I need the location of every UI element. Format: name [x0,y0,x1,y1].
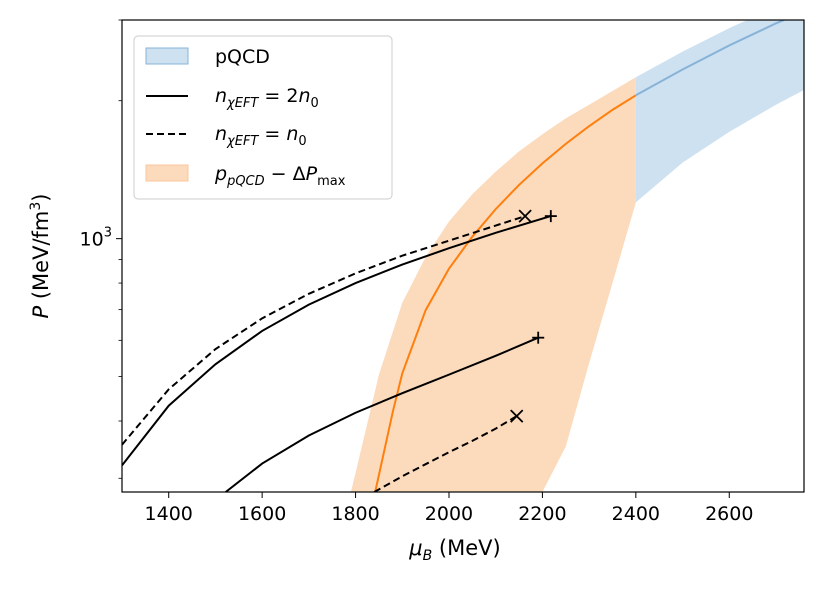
n2-curve-2 [225,336,539,492]
markers-layer [510,209,557,423]
plot-frame [121,19,805,493]
y-tick-label: 103 [80,226,112,251]
y-axis: 103 [80,19,122,479]
n0-curve-1 [122,215,526,446]
delta-p-band [350,77,636,492]
pqcd-band [635,20,804,203]
pqcd-center-line [635,20,787,97]
y-axis-title: P (MeV/fm3) [28,194,53,319]
x-tick-label: 2000 [425,503,473,525]
bands-layer [350,20,804,492]
x-axis-title: μB (MeV) [408,536,500,564]
legend-label-dp: ppQCD − ΔPmax [214,163,346,189]
x-tick-label: 2600 [705,503,753,525]
x-axis: 1400 1600 1800 2000 2200 2400 2600 [145,492,753,525]
legend-swatch-dp [145,164,189,182]
plus-marker-1 [544,210,557,223]
n2-curve-1 [122,215,552,467]
legend-label-n1: nχEFT = n0 [215,123,307,149]
cross-marker-2 [518,209,532,223]
legend-box [133,35,393,200]
cross-marker-4 [510,409,524,423]
plus-marker-3 [532,331,545,344]
x-tick-label: 1600 [238,503,286,525]
lines-layer [122,215,552,492]
legend-label-n2: nχEFT = 2n0 [215,85,319,111]
x-tick-label: 2200 [518,503,566,525]
n0-curve-2 [373,415,518,492]
x-tick-label: 1800 [331,503,379,525]
delta-p-center-line [374,94,637,492]
legend-swatch-pqcd [145,47,189,65]
x-tick-label: 2400 [612,503,660,525]
legend: pQCD nχEFT = 2n0 nχEFT = n0 ppQCD − ΔPma… [133,35,393,200]
x-tick-label: 1400 [145,503,193,525]
legend-label-pqcd: pQCD [215,46,270,68]
